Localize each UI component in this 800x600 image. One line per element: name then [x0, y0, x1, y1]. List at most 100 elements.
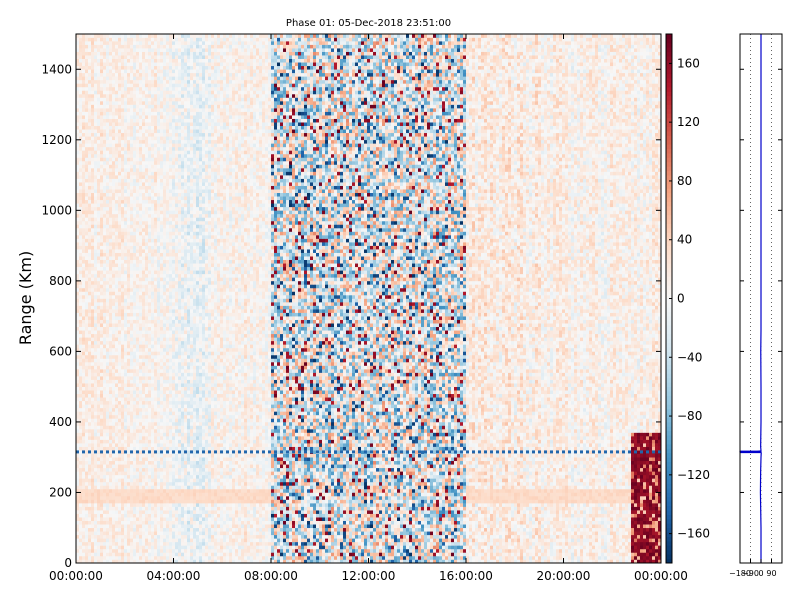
heatmap-cell — [331, 524, 335, 529]
heatmap-cell — [532, 485, 536, 490]
heatmap-cell — [574, 545, 578, 550]
heatmap-cell — [532, 545, 536, 550]
heatmap-cell — [94, 548, 98, 553]
heatmap-cell — [94, 492, 98, 497]
heatmap-cell — [535, 474, 539, 479]
heatmap-cell — [244, 555, 248, 560]
heatmap-cell — [391, 471, 395, 476]
heatmap-cell — [334, 492, 338, 497]
heatmap-cell — [616, 495, 620, 500]
heatmap-cell — [280, 474, 284, 479]
heatmap-cell — [598, 503, 602, 507]
heatmap-cell — [277, 531, 281, 536]
heatmap-cell — [448, 531, 452, 536]
heatmap-cell — [388, 559, 392, 564]
heatmap-cell — [286, 517, 290, 521]
heatmap-cell — [76, 527, 80, 532]
heatmap-cell — [580, 555, 584, 560]
heatmap-cell — [295, 474, 299, 479]
heatmap-cell — [250, 513, 254, 518]
heatmap-cell — [289, 545, 293, 550]
heatmap-cell — [286, 481, 290, 486]
heatmap-cell — [415, 474, 419, 479]
heatmap-cell — [316, 471, 320, 476]
heatmap-cell — [340, 506, 344, 511]
heatmap-cell — [646, 555, 650, 560]
heatmap-cell — [439, 524, 443, 529]
heatmap-cell — [337, 513, 341, 518]
heatmap-cell — [607, 541, 611, 546]
heatmap-cell — [370, 471, 374, 476]
heatmap-cell — [550, 520, 554, 525]
heatmap-cell — [217, 485, 221, 490]
heatmap-cell — [97, 552, 101, 557]
heatmap-cell — [514, 534, 518, 539]
heatmap-cell — [628, 495, 632, 500]
heatmap-cell — [634, 527, 638, 532]
heatmap-cell — [472, 474, 476, 479]
heatmap-cell — [454, 499, 458, 504]
heatmap-cell — [586, 506, 590, 511]
heatmap-cell — [640, 506, 644, 511]
heatmap-cell — [178, 492, 182, 497]
heatmap-cell — [214, 534, 218, 539]
heatmap-cell — [124, 492, 128, 497]
heatmap-cell — [247, 513, 251, 518]
heatmap-cell — [286, 555, 290, 560]
heatmap-cell — [346, 481, 350, 486]
heatmap-cell — [274, 481, 278, 486]
heatmap-cell — [487, 506, 491, 511]
heatmap-cell — [229, 471, 233, 476]
heatmap-cell — [175, 510, 179, 514]
heatmap-cell — [448, 541, 452, 546]
heatmap-cell — [154, 541, 158, 546]
heatmap-cell — [391, 555, 395, 560]
heatmap-cell — [577, 495, 581, 500]
heatmap-cell — [106, 492, 110, 497]
heatmap-cell — [91, 517, 95, 521]
heatmap-cell — [418, 499, 422, 504]
heatmap-cell — [166, 510, 170, 514]
heatmap-cell — [244, 506, 248, 511]
heatmap-cell — [589, 545, 593, 550]
heatmap-cell — [433, 541, 437, 546]
heatmap-cell — [169, 538, 173, 543]
heatmap-cell — [616, 548, 620, 553]
heatmap-cell — [355, 474, 359, 479]
heatmap-cell — [493, 478, 497, 483]
heatmap-cell — [199, 510, 203, 514]
heatmap-cell — [394, 517, 398, 521]
heatmap-cell — [385, 548, 389, 553]
heatmap-cell — [358, 531, 362, 536]
heatmap-cell — [226, 527, 230, 532]
heatmap-cell — [445, 513, 449, 518]
heatmap-cell — [280, 527, 284, 532]
heatmap-cell — [541, 527, 545, 532]
heatmap-cell — [370, 510, 374, 514]
heatmap-cell — [169, 481, 173, 486]
heatmap-cell — [391, 517, 395, 521]
heatmap-cell — [292, 520, 296, 525]
heatmap-cell — [517, 474, 521, 479]
heatmap-cell — [634, 492, 638, 497]
heatmap-cell — [562, 478, 566, 483]
heatmap-cell — [403, 495, 407, 500]
heatmap-cell — [505, 527, 509, 532]
heatmap-cell — [490, 503, 494, 507]
heatmap-cell — [178, 552, 182, 557]
heatmap-cell — [241, 488, 245, 493]
heatmap-cell — [658, 517, 662, 521]
heatmap-cell — [268, 548, 272, 553]
heatmap-cell — [103, 510, 107, 514]
heatmap-cell — [283, 478, 287, 483]
heatmap-cell — [196, 555, 200, 560]
heatmap-cell — [490, 545, 494, 550]
heatmap-cell — [328, 485, 332, 490]
heatmap-cell — [607, 495, 611, 500]
heatmap-cell — [472, 552, 476, 557]
heatmap-cell — [289, 548, 293, 553]
heatmap-cell — [388, 517, 392, 521]
heatmap-cell — [469, 485, 473, 490]
heatmap-cell — [364, 471, 368, 476]
heatmap-cell — [541, 559, 545, 564]
